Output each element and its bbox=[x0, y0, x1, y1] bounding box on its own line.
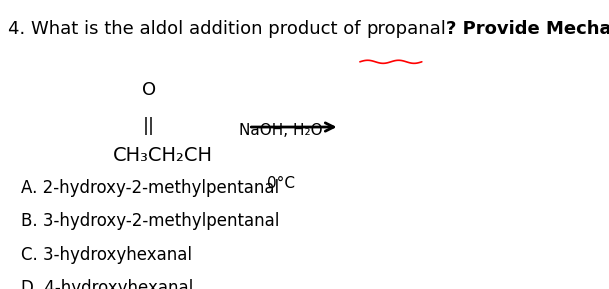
Text: NaOH, H₂O: NaOH, H₂O bbox=[239, 123, 323, 138]
Text: C. 3-hydroxyhexanal: C. 3-hydroxyhexanal bbox=[21, 246, 192, 264]
Text: propanal: propanal bbox=[366, 20, 446, 38]
Text: A. 2-hydroxy-2-methylpentanal: A. 2-hydroxy-2-methylpentanal bbox=[21, 179, 280, 197]
Text: D. 4-hydroxyhexanal: D. 4-hydroxyhexanal bbox=[21, 279, 194, 289]
Text: 0°C: 0°C bbox=[267, 176, 295, 191]
Text: O: O bbox=[142, 81, 157, 99]
Text: B. 3-hydroxy-2-methylpentanal: B. 3-hydroxy-2-methylpentanal bbox=[21, 212, 280, 230]
Text: ||: || bbox=[143, 117, 155, 135]
Text: CH₃CH₂CH: CH₃CH₂CH bbox=[113, 146, 213, 165]
Text: 4. What is the aldol addition product of: 4. What is the aldol addition product of bbox=[8, 20, 366, 38]
Text: ? Provide Mechanism: ? Provide Mechanism bbox=[446, 20, 609, 38]
